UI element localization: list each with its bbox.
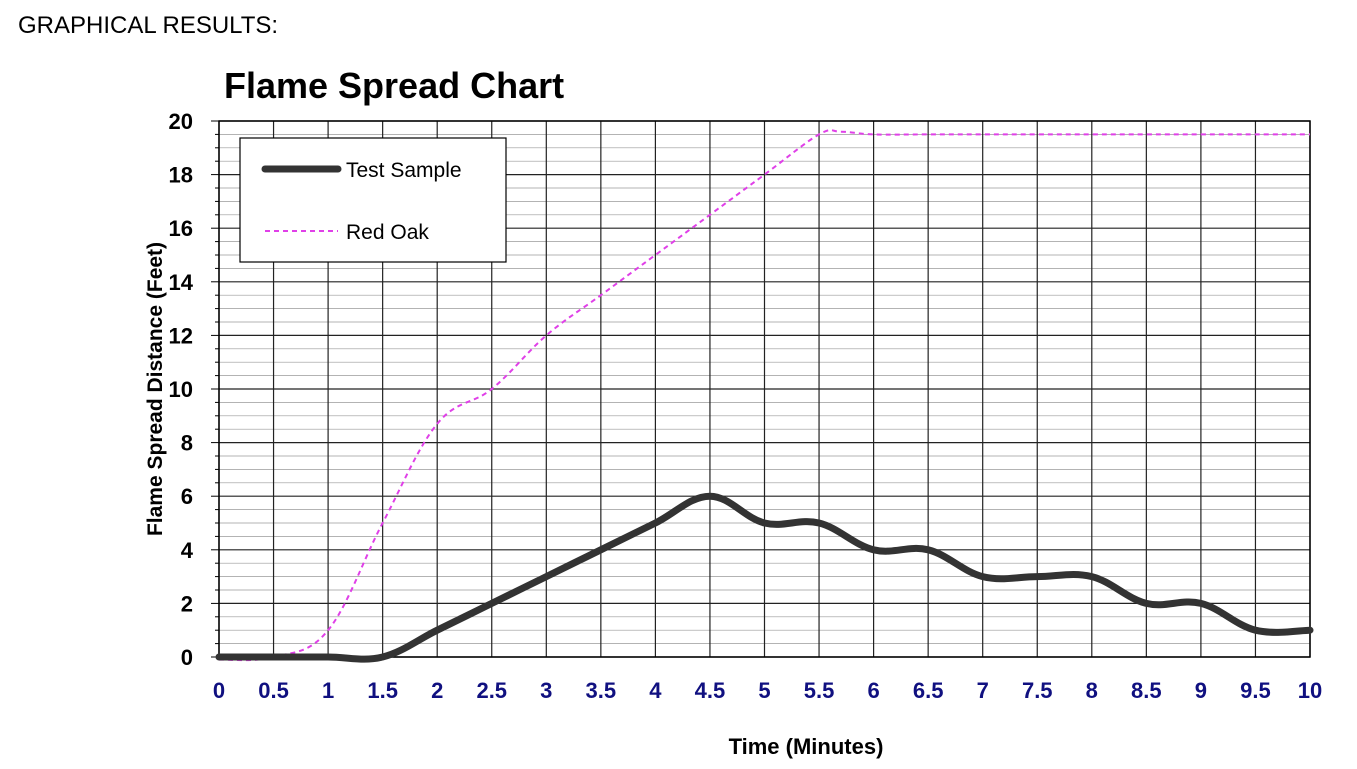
x-tick-label: 4.5 [695, 678, 726, 703]
x-tick-label: 5 [758, 678, 770, 703]
legend-label: Test Sample [346, 159, 462, 182]
y-tick-label: 6 [181, 484, 193, 509]
x-tick-label: 10 [1298, 678, 1322, 703]
y-tick-label: 2 [181, 591, 193, 616]
y-tick-label: 20 [169, 109, 193, 134]
series-line-red-oak [218, 129, 1310, 662]
x-tick-label: 6.5 [913, 678, 944, 703]
x-tick-label: 0 [213, 678, 225, 703]
y-tick-label: 16 [169, 216, 193, 241]
legend: Test Sample Red Oak [239, 137, 507, 263]
series-line-test-sample [215, 492, 1314, 663]
x-tick-label: 8 [1086, 678, 1098, 703]
x-tick-label: 3.5 [586, 678, 617, 703]
chart-title: Flame Spread Chart [224, 65, 564, 106]
y-tick-label: 14 [169, 270, 194, 295]
section-heading: GRAPHICAL RESULTS: [18, 12, 279, 39]
x-tick-label: 0.5 [258, 678, 289, 703]
x-tick-label: 7 [977, 678, 989, 703]
series-group [215, 129, 1314, 663]
x-tick-label: 2.5 [476, 678, 507, 703]
y-axis: 0 2 4 6 8 10 12 14 16 18 20 [169, 109, 219, 670]
y-axis-label: Flame Spread Distance (Feet) [144, 242, 167, 536]
y-tick-label: 0 [181, 645, 193, 670]
x-tick-label: 8.5 [1131, 678, 1162, 703]
y-tick-label: 4 [181, 538, 194, 563]
x-tick-label: 2 [431, 678, 443, 703]
x-tick-label: 1 [322, 678, 334, 703]
x-tick-label: 4 [649, 678, 662, 703]
y-tick-label: 18 [169, 163, 193, 188]
x-tick-label: 7.5 [1022, 678, 1053, 703]
legend-box [239, 137, 507, 263]
y-tick-label: 12 [169, 323, 193, 348]
legend-label: Red Oak [346, 221, 429, 244]
x-axis: 0 0.5 1 1.5 2 2.5 3 3.5 4 4.5 5 5.5 6 6.5 7 7.5 8 8.5 9 9.5… [213, 678, 1322, 703]
grid [218, 120, 1311, 658]
x-tick-label: 9.5 [1240, 678, 1271, 703]
x-axis-label: Time (Minutes) [729, 734, 884, 759]
x-tick-label: 5.5 [804, 678, 835, 703]
y-tick-label: 8 [181, 431, 193, 456]
x-tick-label: 6 [867, 678, 879, 703]
x-tick-label: 1.5 [367, 678, 398, 703]
y-tick-label: 10 [169, 377, 193, 402]
x-tick-label: 3 [540, 678, 552, 703]
x-tick-label: 9 [1195, 678, 1207, 703]
